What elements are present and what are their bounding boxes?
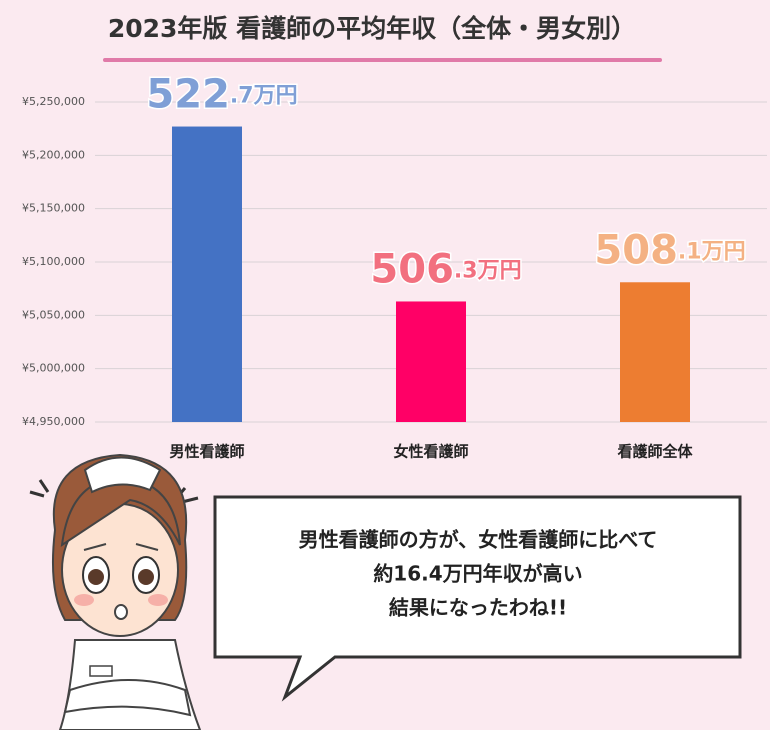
speech-line: 約16.4万円年収が高い	[373, 562, 582, 586]
x-tick-label: 男性看護師	[169, 443, 244, 461]
value-label: 508.1万円	[594, 227, 745, 273]
y-tick-label: ¥5,200,000	[22, 148, 85, 161]
plot-area: ¥4,950,000 ¥5,000,000 ¥5,050,000 ¥5,100,000…	[22, 70, 767, 461]
speech-line: 男性看護師の方が、女性看護師に比べて	[299, 528, 658, 552]
y-tick-label: ¥5,100,000	[22, 255, 85, 268]
y-tick-label: ¥5,000,000	[22, 362, 85, 375]
value-label: 506.3万円	[370, 246, 521, 292]
value-label: 522.7万円	[146, 72, 297, 118]
speech-line: 結果になったわね!!	[389, 596, 567, 620]
y-tick-label: ¥5,250,000	[22, 95, 85, 108]
speech-bubble	[213, 495, 742, 702]
x-tick-label: 女性看護師	[393, 443, 468, 461]
x-tick-label: 看護師全体	[617, 443, 693, 461]
character	[29, 453, 202, 730]
bar	[172, 126, 242, 423]
chart-title: 2023年版 看護師の平均年収（全体・男女別）	[108, 14, 636, 43]
bar	[396, 301, 466, 422]
y-tick-label: ¥5,050,000	[22, 308, 85, 321]
bar	[620, 282, 690, 422]
y-tick-label: ¥4,950,000	[22, 415, 85, 428]
y-tick-label: ¥5,150,000	[22, 202, 85, 215]
